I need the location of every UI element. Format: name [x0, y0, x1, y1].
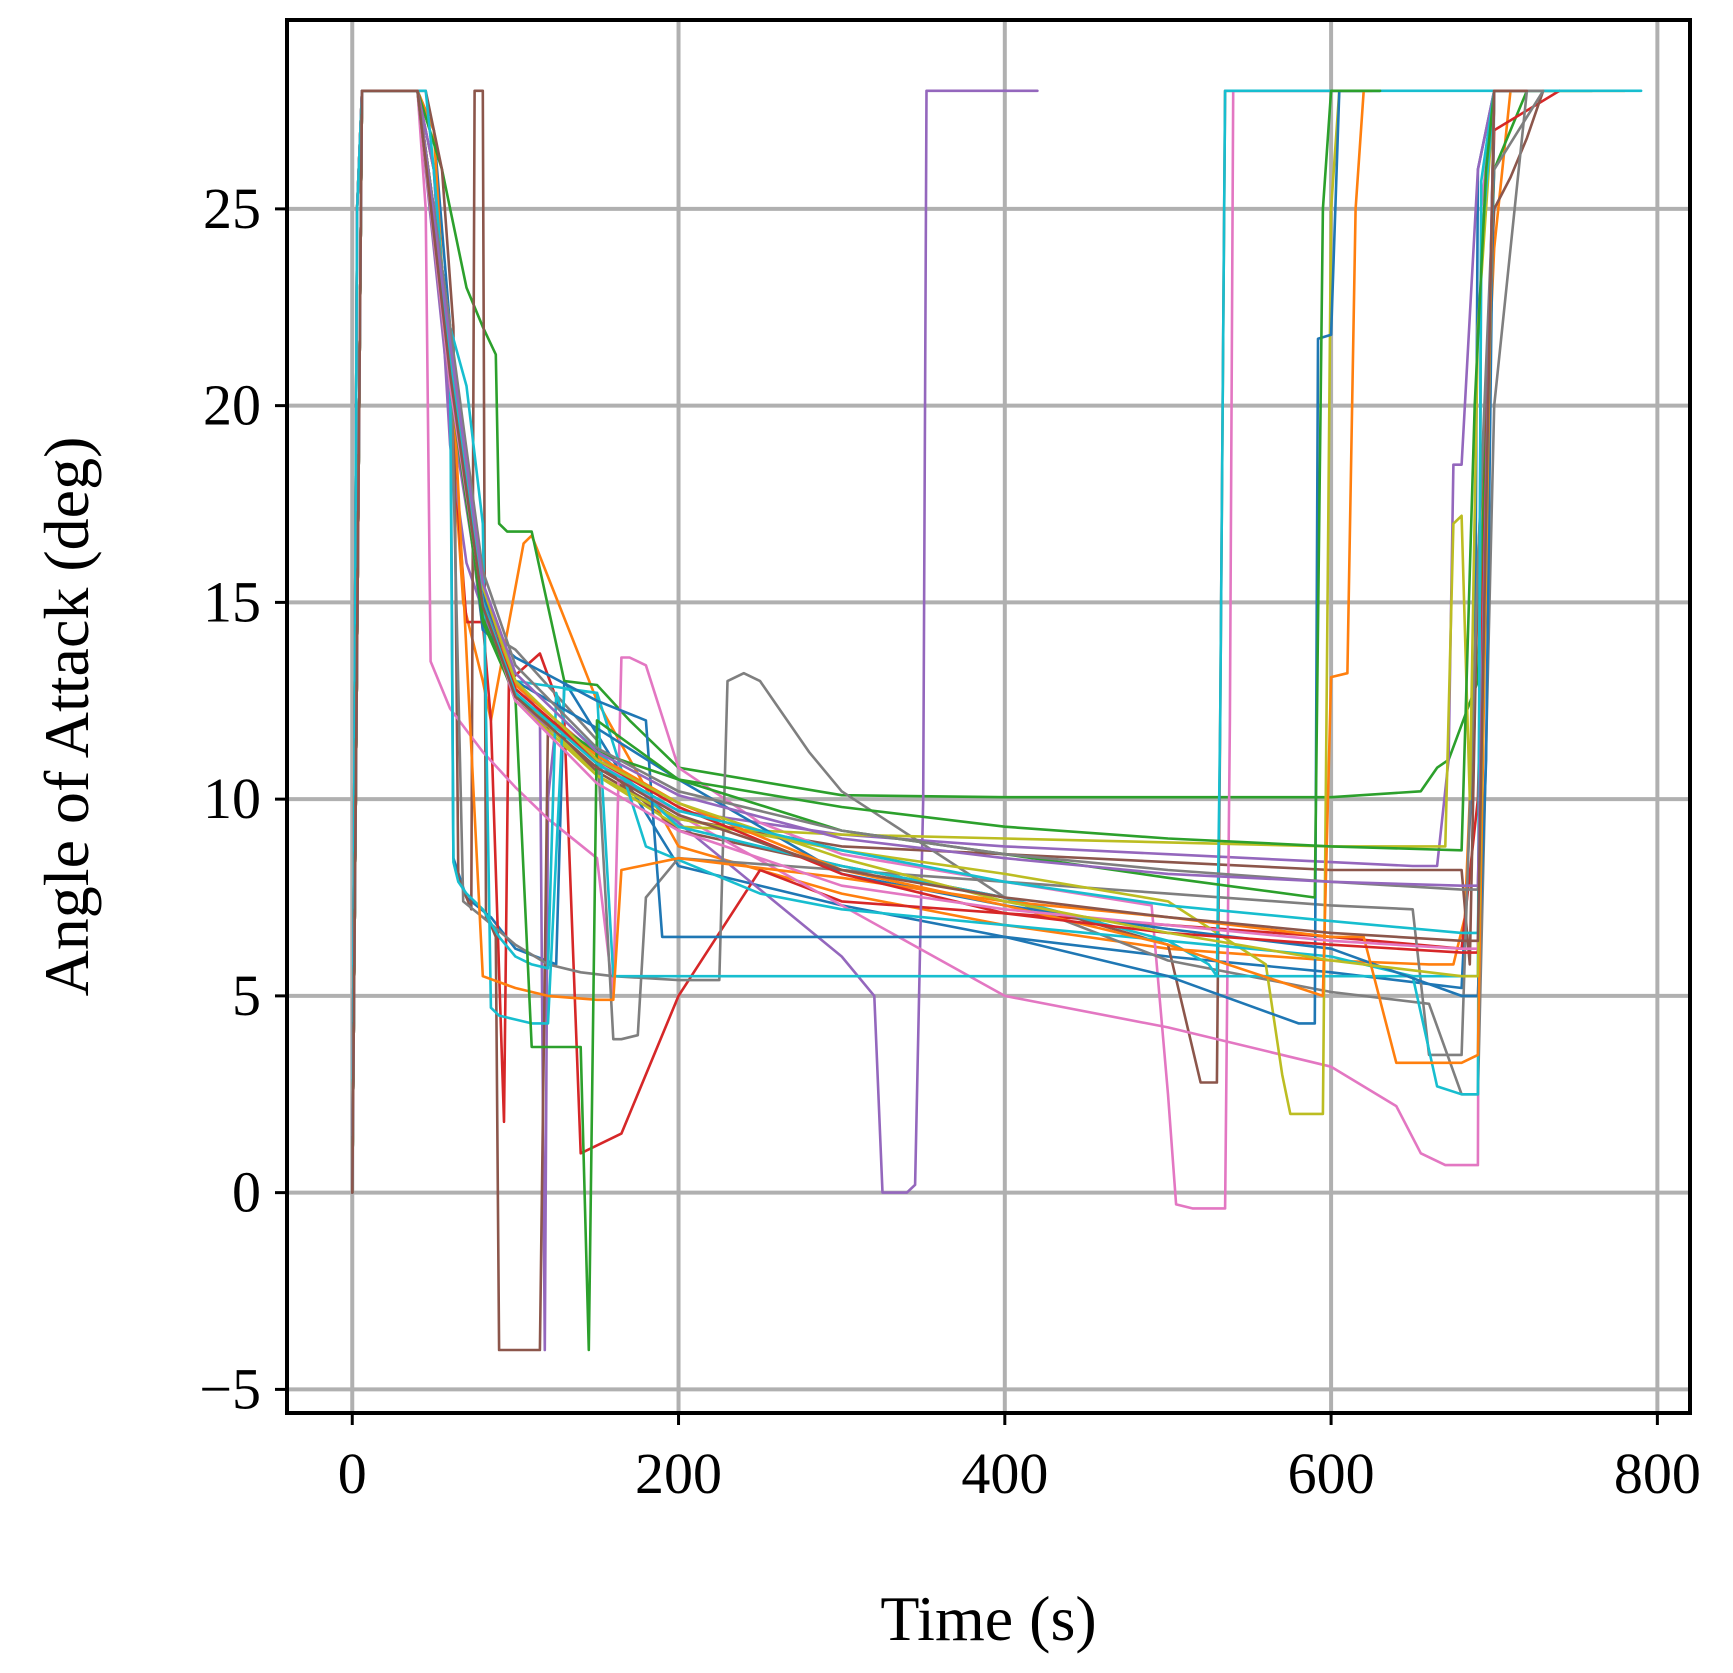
series-line-run-19 [350, 89, 1529, 1194]
series-line-run-30 [350, 89, 1529, 1194]
series-layer [350, 89, 1643, 1352]
grid-layer [287, 20, 1690, 1413]
x-tick-label: 400 [961, 1441, 1048, 1506]
y-tick-label: 15 [203, 569, 261, 634]
x-tick-label: 600 [1288, 1441, 1375, 1506]
series-line-run-14 [350, 89, 1529, 1194]
series-line-run-16 [350, 89, 1529, 1194]
series-line-run-25 [350, 89, 1529, 1194]
series-line-run-27 [350, 89, 1529, 1194]
plot-frame [285, 18, 1692, 1415]
tick-layer: 0 200 400 600 800 −5 0 5 10 15 20 25 [199, 176, 1701, 1506]
y-tick-label: 10 [203, 766, 261, 831]
y-tick-label: 20 [203, 373, 261, 438]
x-tick-label: 200 [635, 1441, 722, 1506]
series-line-run-24 [350, 89, 1529, 1194]
series-line-run-29 [350, 89, 1529, 1194]
series-line-run-04 [350, 89, 1561, 1194]
y-axis-title: Angle of Attack (deg) [31, 437, 102, 997]
y-tick-label: 0 [232, 1160, 261, 1225]
y-tick-label: 25 [203, 176, 261, 241]
x-tick-label: 800 [1614, 1441, 1701, 1506]
series-line-run-22 [350, 89, 1529, 1194]
x-tick-label: 0 [338, 1441, 367, 1506]
series-line-run-17 [350, 89, 1529, 1194]
series-line-run-10 [350, 89, 1529, 1194]
series-line-run-28 [350, 89, 1529, 1194]
series-line-run-09 [350, 89, 1365, 1210]
series-line-run-01 [350, 89, 1561, 1194]
y-tick-label: −5 [199, 1356, 261, 1421]
x-axis-title: Time (s) [880, 1583, 1096, 1654]
series-line-run-03 [350, 89, 1594, 1194]
series-line-run-20 [350, 89, 1529, 1194]
series-line-run-11 [350, 89, 1529, 1194]
series-line-run-07 [350, 89, 1365, 1352]
series-line-run-05 [350, 89, 1039, 1352]
y-tick-label: 5 [232, 963, 261, 1028]
